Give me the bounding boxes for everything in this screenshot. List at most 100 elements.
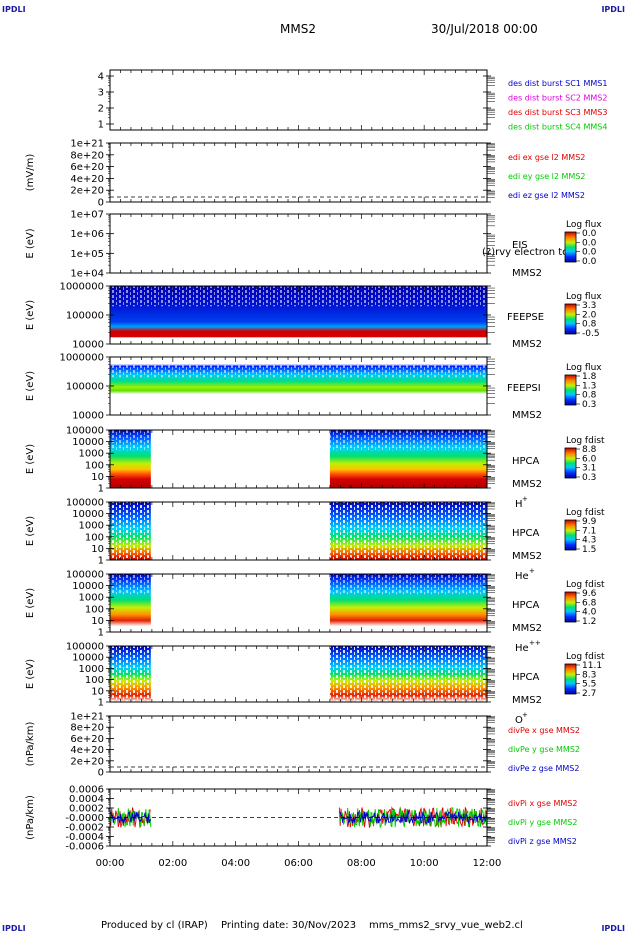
- instrument-label: EIS: [512, 240, 528, 251]
- y-tick-label: 6e+20: [70, 734, 104, 745]
- colorbar-label: 0.0: [582, 229, 597, 239]
- y-tick-label: 0.0002: [69, 804, 104, 815]
- y-tick-label: 1e+04: [70, 269, 104, 280]
- colorbar-title: Log fdist: [566, 652, 605, 662]
- colorbar-label: -0.5: [582, 329, 600, 339]
- y-tick-label: 1000: [79, 593, 104, 604]
- legend-entry: divPi z gse MMS2: [508, 837, 577, 846]
- species-charge: +: [529, 567, 535, 575]
- y-tick-label: 1: [98, 484, 104, 495]
- colorbar-label: 9.9: [582, 517, 597, 527]
- y-tick-label: 100000: [66, 570, 104, 581]
- y-axis-label: E (eV): [25, 228, 36, 258]
- colorbar: [564, 303, 577, 335]
- instrument-label: FEEPSI: [507, 383, 541, 394]
- panels-layer: 4 3 2 1 des dist burst SC1 MMS1 des dist burs…: [25, 69, 607, 869]
- overlay-text: (?)rvy electron to: [482, 247, 568, 258]
- y-tick-label: 1000000: [59, 282, 104, 293]
- printing-date: Printing date: 30/Nov/2023: [221, 920, 357, 931]
- colorbar-title: Log flux: [566, 363, 602, 373]
- colorbar-label: 0.8: [582, 320, 597, 330]
- spacecraft-label: MMS2: [512, 479, 542, 490]
- legend-entry: edi ey gse l2 MMS2: [508, 172, 586, 181]
- y-tick-label: 1000: [79, 521, 104, 532]
- y-tick-label: -0.0000: [65, 813, 104, 824]
- colorbar-label: 8.3: [582, 670, 596, 680]
- colorbar: [564, 231, 577, 263]
- y-tick-label: 1e+07: [70, 210, 104, 221]
- x-tick-label: 08:00: [347, 858, 376, 869]
- y-tick-label: -0.0004: [65, 832, 104, 843]
- y-tick-label: 10: [91, 686, 104, 697]
- spectrogram-texture: [110, 502, 151, 560]
- y-tick-label: 1: [98, 628, 104, 639]
- y-axis-label: E (eV): [25, 300, 36, 330]
- y-tick-label: 100000: [66, 311, 104, 322]
- y-tick-label: -0.0002: [65, 823, 104, 834]
- spectrogram-texture: [110, 646, 151, 702]
- y-tick-label: 10: [91, 616, 104, 627]
- colorbar-label: 8.8: [582, 445, 597, 455]
- y-tick-label: 10: [91, 544, 104, 555]
- legend-entry: divPi y gse MMS2: [508, 818, 577, 827]
- x-tick-label: 06:00: [284, 858, 313, 869]
- y-tick-label: 3: [98, 88, 104, 99]
- y-tick-label: 0: [98, 768, 104, 779]
- y-axis-label: E (eV): [25, 588, 36, 618]
- x-tick-label: 12:00: [473, 858, 502, 869]
- colorbar-label: 0.0: [582, 257, 597, 267]
- colorbar-label: 1.3: [582, 381, 596, 391]
- species-charge: ++: [529, 639, 541, 647]
- y-axis-label: (nPa/km): [25, 795, 36, 840]
- spectrogram-texture: [329, 574, 487, 595]
- y-tick-label: 0: [98, 198, 104, 209]
- colorbar-title: Log fdist: [566, 580, 605, 590]
- colorbar-label: 1.2: [582, 617, 596, 627]
- colorbar: [564, 591, 577, 623]
- y-axis-label: (nPa/km): [25, 722, 36, 767]
- colorbar-label: 4.3: [582, 536, 596, 546]
- y-axis-label: E (eV): [25, 371, 36, 401]
- legend-entry: des dist burst SC3 MMS3: [508, 108, 607, 117]
- y-tick-label: 10: [91, 472, 104, 483]
- y-tick-label: 1000: [79, 449, 104, 460]
- y-tick-label: 1000: [79, 664, 104, 675]
- y-tick-label: 1000000: [59, 353, 104, 364]
- colorbar-label: 7.1: [582, 526, 596, 536]
- colorbar-label: 1.5: [582, 545, 596, 555]
- spacecraft-label: MMS2: [512, 339, 542, 350]
- y-tick-label: 1: [98, 120, 104, 131]
- spacecraft-label: MMS2: [512, 551, 542, 562]
- y-tick-label: 100000: [66, 382, 104, 393]
- colorbar-label: 3.1: [582, 464, 596, 474]
- spectrogram-texture: [329, 430, 487, 451]
- y-axis-label: E (eV): [25, 444, 36, 474]
- legend-entry: edi ez gse l2 MMS2: [508, 191, 585, 200]
- instrument-label: HPCA: [512, 456, 540, 467]
- colorbar-label: 0.8: [582, 391, 597, 401]
- instrument-label: HPCA: [512, 600, 540, 611]
- colorbar: [564, 519, 577, 551]
- y-tick-label: 4e+20: [70, 174, 104, 185]
- colorbar-label: 9.6: [582, 589, 597, 599]
- legend-entry: des dist burst SC1 MMS1: [508, 79, 607, 88]
- panel-eis: 1e+07 1e+06 1e+05 1e+04 E (eV) EIS(?)rvy elec…: [25, 210, 602, 280]
- colorbar-label: 0.3: [582, 473, 596, 483]
- colorbar-label: 3.3: [582, 301, 596, 311]
- species-label: H: [515, 499, 523, 510]
- x-tick-label: 04:00: [221, 858, 250, 869]
- y-tick-label: 100000: [66, 498, 104, 509]
- panel-frame: [109, 213, 488, 274]
- colorbar-title: Log flux: [566, 292, 602, 302]
- corner-label-bottom-left: IPDLI: [2, 924, 26, 933]
- species-label: O: [515, 715, 523, 726]
- colorbar: [564, 447, 577, 479]
- colorbar-label: 6.8: [582, 598, 597, 608]
- species-label: He: [515, 571, 529, 582]
- spacecraft-label: MMS2: [512, 695, 542, 706]
- x-tick-label: 00:00: [96, 858, 125, 869]
- colorbar-label: 11.1: [582, 661, 602, 671]
- instrument-label: HPCA: [512, 672, 540, 683]
